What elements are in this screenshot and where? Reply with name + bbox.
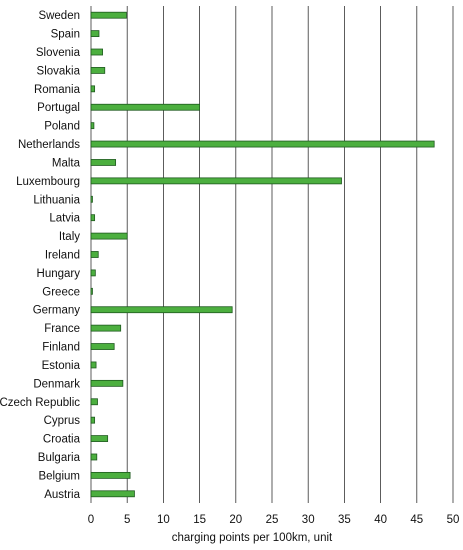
category-label: Austria [44,489,80,501]
category-label: Croatia [43,434,81,446]
category-label: Slovakia [37,65,81,77]
x-tick-label: 25 [266,514,279,526]
category-label: Cyprus [44,415,81,427]
bar-lithuania [90,195,93,203]
category-label: Hungary [37,268,81,280]
category-label: Lithuania [33,194,80,206]
category-label: Poland [44,121,80,133]
x-axis-title: charging points per 100km, unit [172,532,333,544]
x-tick-label: 50 [447,514,460,526]
bar-slovenia [90,48,103,56]
category-label: Ireland [45,250,80,262]
category-label: Germany [33,305,81,317]
category-labels: Sweden Spain Slovenia Slovakia Romania Portug… [0,10,81,501]
category-label: Estonia [42,360,81,372]
x-tick-label: 30 [302,514,315,526]
bar-belgium [90,471,131,479]
bar-greece [90,287,93,295]
x-tick-label: 40 [374,514,387,526]
category-label: Romania [34,84,81,96]
grid-lines [90,6,454,503]
bar-portugal [90,103,200,111]
x-tick-label: 20 [229,514,242,526]
x-tick-label: 45 [410,514,423,526]
x-tick-label: 10 [157,514,170,526]
x-tick-label: 15 [193,514,206,526]
x-tick-label: 0 [88,514,94,526]
category-label: Denmark [33,378,80,390]
bar-slovakia [90,67,106,74]
category-label: Greece [42,286,80,298]
category-label: Spain [51,29,80,41]
bar-bulgaria [90,453,98,461]
bar-poland [90,122,95,130]
bar-malta [90,159,117,166]
category-label: Slovenia [36,47,81,59]
category-label: Belgium [38,470,80,482]
bar-finland [90,343,115,350]
bar-estonia [90,361,97,369]
bar-sweden [90,11,127,19]
bar-hungary [90,269,96,277]
x-tick-label: 35 [338,514,351,526]
bar-italy [90,232,128,240]
category-label: Portugal [37,102,80,114]
category-label: France [44,323,80,335]
category-label: Italy [59,231,80,243]
category-label: Netherlands [18,139,80,151]
category-label: Luxembourg [16,176,80,188]
bar-latvia [90,214,96,222]
category-label: Finland [42,342,80,354]
bar-france [90,324,122,332]
bars [90,11,435,498]
bar-netherlands [90,140,435,148]
category-label: Bulgaria [38,452,81,464]
bar-denmark [90,379,124,387]
category-label: Sweden [38,10,80,22]
bar-romania [90,85,96,93]
category-label: Malta [52,157,81,169]
x-tick-label: 5 [124,514,130,526]
category-label: Latvia [49,213,80,225]
bar-cyprus [90,416,96,424]
bar-czech-republic [90,398,98,406]
x-tick-labels: 0 5 10 15 20 25 30 35 40 45 50 [88,514,460,526]
bar-luxembourg [90,177,342,185]
bar-croatia [90,435,109,442]
bar-spain [90,30,100,38]
bar-austria [90,490,135,498]
category-label: Czech Republic [0,397,80,409]
bar-germany [90,306,233,314]
bar-ireland [90,251,99,258]
